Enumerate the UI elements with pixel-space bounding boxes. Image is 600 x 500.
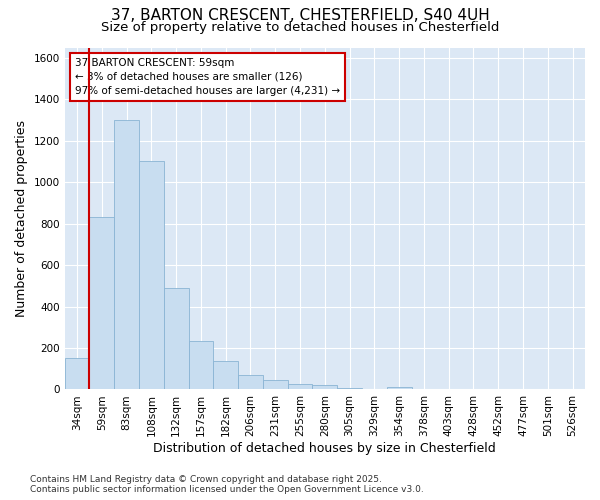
Text: Contains HM Land Registry data © Crown copyright and database right 2025.
Contai: Contains HM Land Registry data © Crown c… <box>30 474 424 494</box>
Bar <box>387 387 412 390</box>
X-axis label: Distribution of detached houses by size in Chesterfield: Distribution of detached houses by size … <box>154 442 496 455</box>
Text: 37, BARTON CRESCENT, CHESTERFIELD, S40 4UH: 37, BARTON CRESCENT, CHESTERFIELD, S40 4… <box>110 8 490 22</box>
Bar <box>188 341 214 390</box>
Bar <box>337 388 362 390</box>
Bar <box>114 120 139 390</box>
Bar <box>287 384 313 390</box>
Bar <box>89 218 114 390</box>
Bar <box>263 380 287 390</box>
Bar <box>164 288 188 390</box>
Bar <box>313 386 337 390</box>
Y-axis label: Number of detached properties: Number of detached properties <box>15 120 28 317</box>
Bar <box>65 358 89 390</box>
Text: 37 BARTON CRESCENT: 59sqm
← 3% of detached houses are smaller (126)
97% of semi-: 37 BARTON CRESCENT: 59sqm ← 3% of detach… <box>75 58 340 96</box>
Bar <box>139 162 164 390</box>
Text: Size of property relative to detached houses in Chesterfield: Size of property relative to detached ho… <box>101 21 499 34</box>
Bar <box>214 362 238 390</box>
Bar <box>238 375 263 390</box>
